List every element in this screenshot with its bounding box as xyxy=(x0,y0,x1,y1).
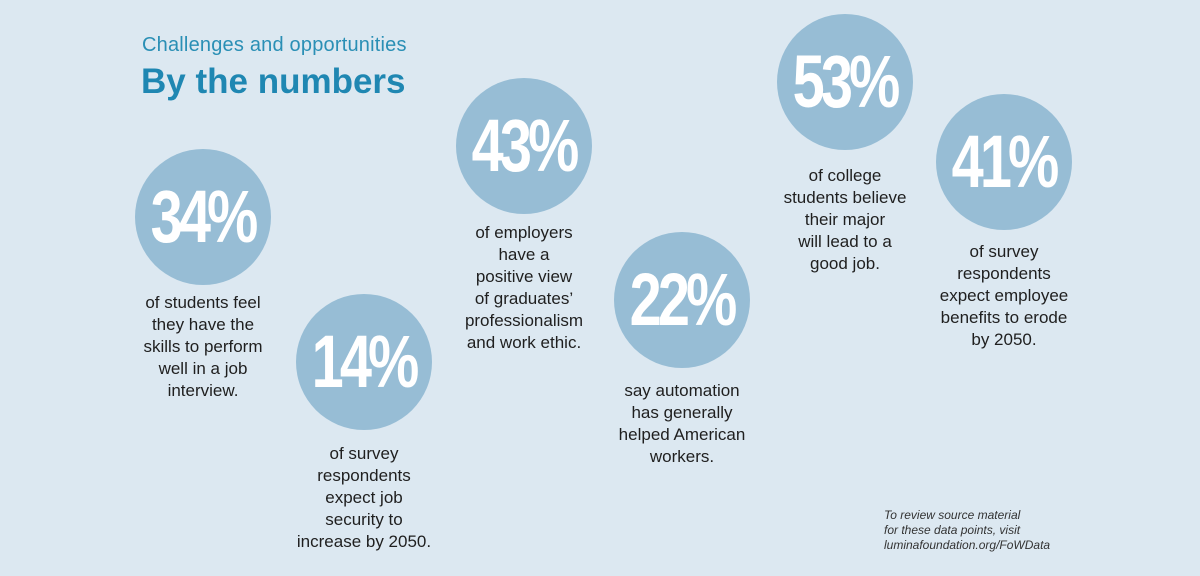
stat-caption: say automation has generally helped Amer… xyxy=(618,381,746,466)
page-title: By the numbers xyxy=(141,62,406,101)
stat-value: 14% xyxy=(312,320,420,403)
stat-circle-41: 41% xyxy=(936,94,1072,230)
stat-circle-34: 34% xyxy=(135,149,271,285)
stat-caption: of survey respondents expect employee be… xyxy=(939,242,1069,349)
stat-value: 43% xyxy=(472,104,580,187)
stat-caption: of survey respondents expect job securit… xyxy=(296,444,432,551)
stat-circle-22: 22% xyxy=(614,232,750,368)
stat-circle-53: 53% xyxy=(777,14,913,150)
stat-value: 41% xyxy=(952,120,1060,203)
stat-caption: of employers have a positive view of gra… xyxy=(464,223,584,352)
stat-circle-14: 14% xyxy=(296,294,432,430)
stat-caption: of students feel they have the skills to… xyxy=(143,293,263,400)
stat-value: 22% xyxy=(630,258,738,341)
stat-value: 34% xyxy=(151,175,259,258)
stat-caption: of college students believe their major … xyxy=(783,166,907,273)
kicker-text: Challenges and opportunities xyxy=(142,34,407,56)
stat-value: 53% xyxy=(793,40,901,123)
stat-circle-43: 43% xyxy=(456,78,592,214)
source-note: To review source material for these data… xyxy=(884,508,1051,552)
